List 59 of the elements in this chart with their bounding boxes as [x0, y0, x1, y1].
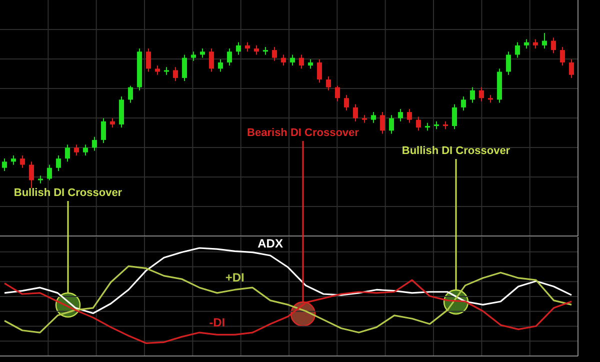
candlestick [335, 85, 340, 102]
candlestick [92, 136, 97, 152]
candlestick [344, 94, 349, 111]
candlestick [47, 164, 52, 181]
candlestick [533, 38, 538, 49]
candlestick [353, 104, 358, 122]
candlestick [200, 48, 205, 58]
candlestick [326, 76, 331, 91]
candlestick [461, 96, 466, 111]
candlestick [245, 42, 250, 52]
candlestick [452, 104, 457, 130]
candlestick [146, 48, 151, 72]
candlestick [227, 48, 232, 66]
candlestick [191, 51, 196, 62]
candlestick [560, 46, 565, 66]
candlestick [299, 54, 304, 70]
annotation: Bearish DI Crossover [247, 127, 360, 139]
candlestick [65, 144, 70, 162]
candlestick [317, 58, 322, 84]
candlestick [20, 154, 25, 168]
candlestick [479, 86, 484, 102]
candlestick [290, 54, 295, 66]
candlestick [128, 85, 133, 104]
candlestick [56, 154, 61, 172]
candlestick [407, 108, 412, 124]
candlestick [470, 86, 475, 104]
series-label: +DI [225, 270, 244, 285]
candlestick [281, 54, 286, 66]
candlestick [398, 108, 403, 122]
candlestick [101, 118, 106, 144]
candlestick [74, 144, 79, 156]
candlestick [542, 32, 547, 49]
candlestick [515, 42, 520, 58]
candlestick [155, 65, 160, 76]
candlestick [182, 54, 187, 82]
candlestick [524, 38, 529, 49]
candlestick [83, 144, 88, 156]
candlestick [236, 42, 241, 56]
candlestick [551, 37, 556, 54]
candlestick [110, 118, 115, 128]
candlestick [389, 114, 394, 134]
candlestick [569, 58, 574, 78]
series-label: ADX [258, 236, 283, 250]
candlestick [272, 46, 277, 62]
annotation: Bullish DI Crossover [402, 145, 511, 157]
candlestick [218, 58, 223, 72]
annotation: Bullish DI Crossover [14, 187, 123, 199]
candlestick [173, 66, 178, 82]
series-label: -DI [209, 316, 226, 330]
candlestick [2, 158, 7, 172]
candlestick [416, 116, 421, 132]
candlestick [11, 154, 16, 166]
candlestick [29, 161, 34, 188]
candlestick [506, 51, 511, 76]
candlestick [254, 44, 259, 56]
candlestick [209, 48, 214, 72]
candlestick [371, 112, 376, 124]
candlestick [308, 58, 313, 70]
candlestick [380, 112, 385, 134]
